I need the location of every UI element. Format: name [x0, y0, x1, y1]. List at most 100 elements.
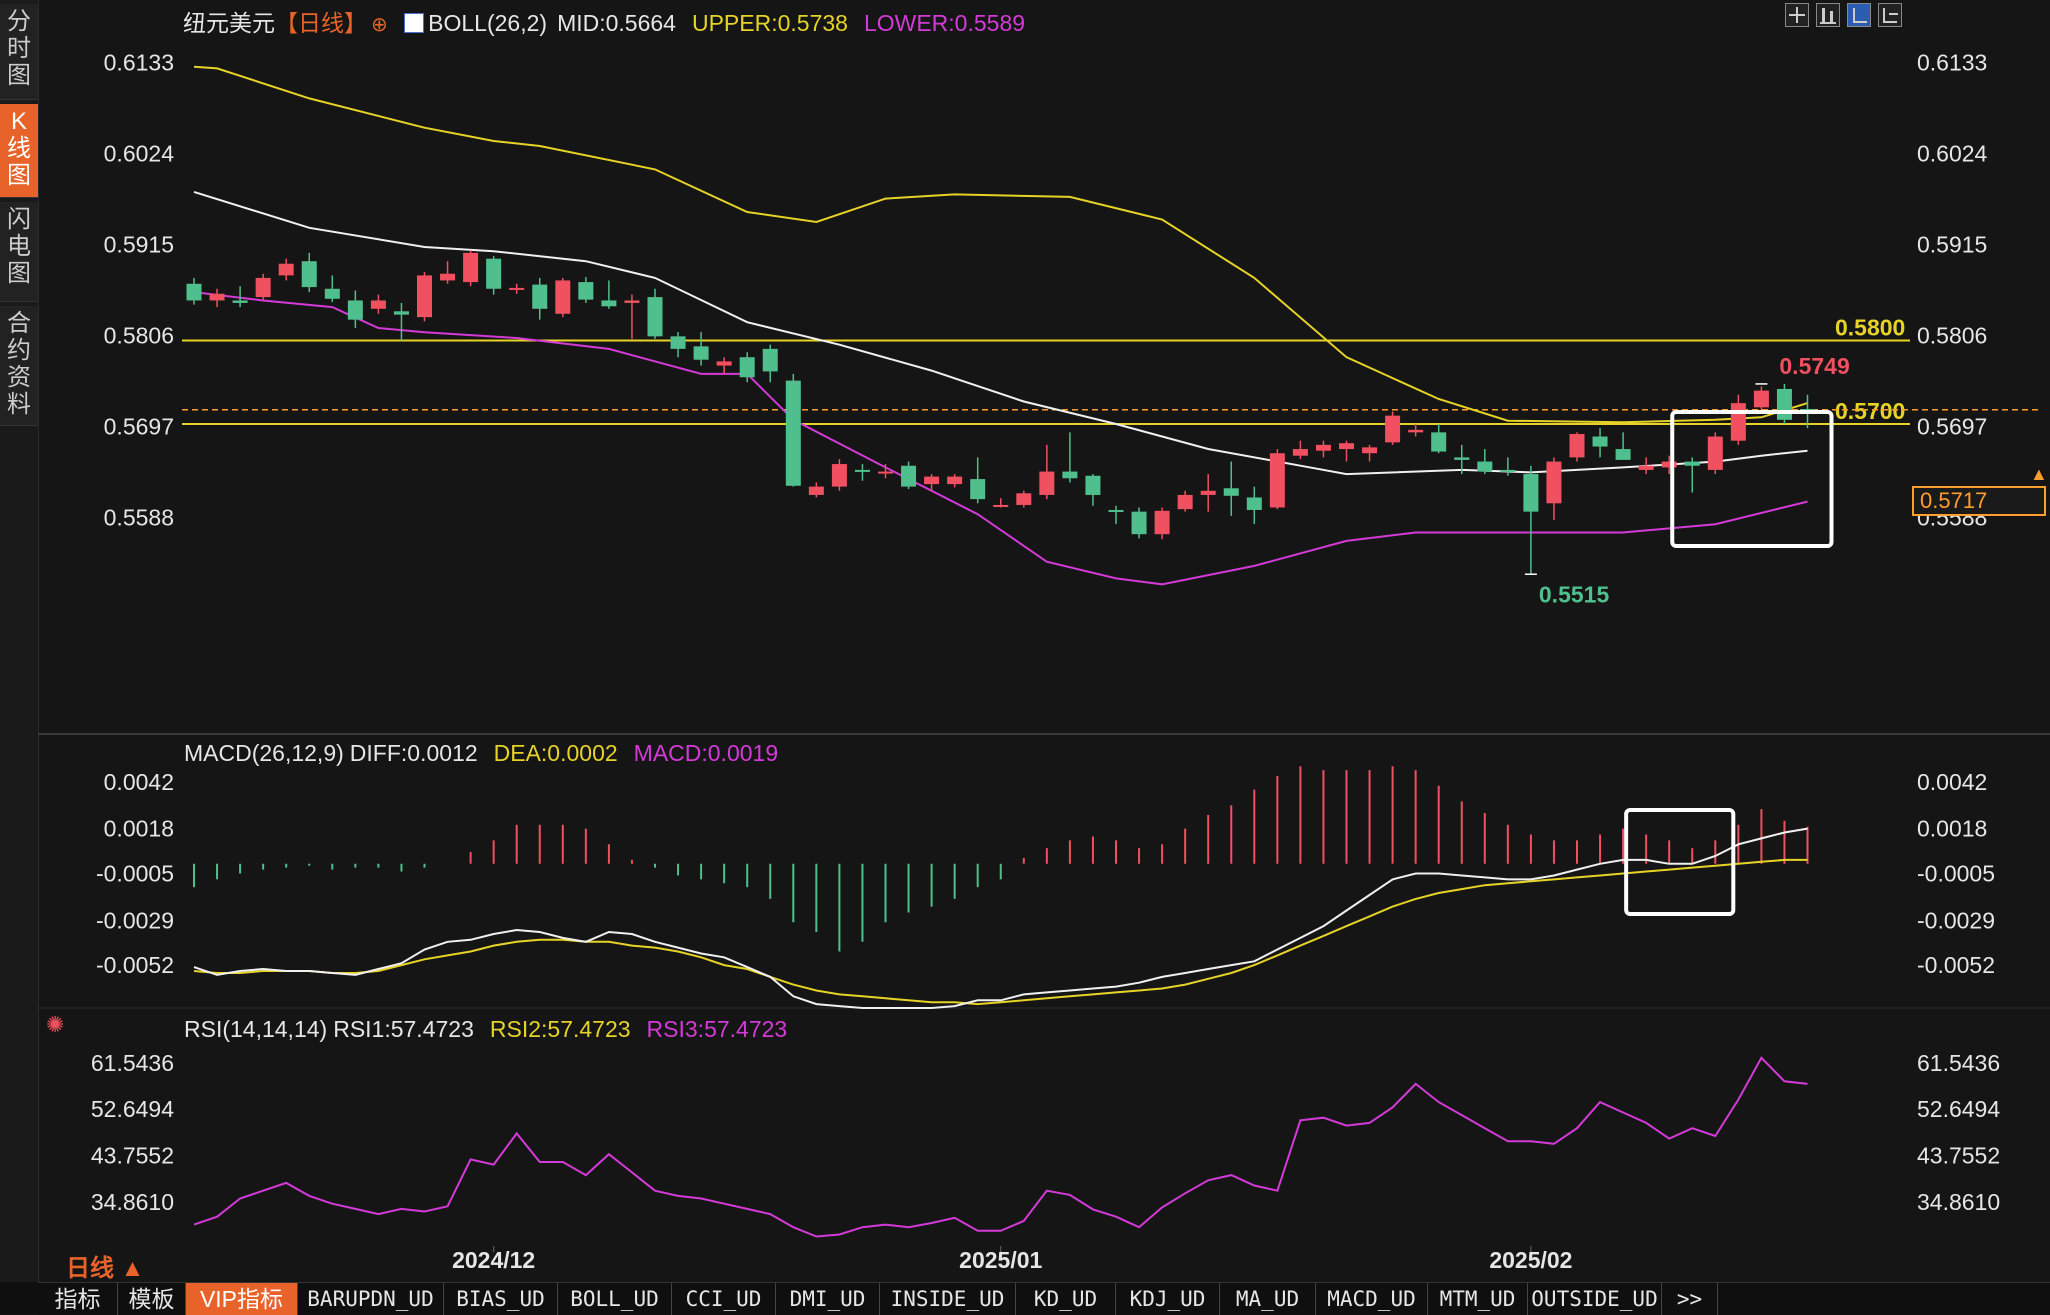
- candle-body: [1223, 488, 1239, 496]
- bottom-tab-5[interactable]: BOLL_UD: [558, 1283, 672, 1315]
- settings-icon[interactable]: ✺: [46, 1012, 65, 1037]
- bottom-tab-3[interactable]: BARUPDN_UD: [298, 1283, 444, 1315]
- extreme-label: 0.5515: [1539, 581, 1610, 607]
- side-tab-0[interactable]: 分时图: [0, 4, 38, 100]
- bottom-tab-6[interactable]: CCI_UD: [672, 1283, 776, 1315]
- side-tab-3[interactable]: 合约资料: [0, 306, 38, 426]
- period-name: 【日线】: [275, 10, 367, 36]
- rsi-y-tick-right: 34.8610: [1917, 1189, 2000, 1215]
- y-tick-right: 0.5915: [1917, 232, 1987, 258]
- bottom-tab-1[interactable]: 模板: [118, 1283, 186, 1315]
- bottom-tab-4[interactable]: BIAS_UD: [444, 1283, 558, 1315]
- candle-body: [532, 284, 548, 309]
- macd-y-tick-right: -0.0052: [1917, 952, 1995, 978]
- candle-body: [1408, 429, 1424, 433]
- rsi-line: [193, 1056, 1808, 1238]
- macd-y-tick-left: -0.0029: [96, 907, 174, 933]
- indicator-icon[interactable]: [404, 13, 425, 33]
- candle-body: [209, 293, 225, 301]
- candle-body: [1131, 511, 1147, 535]
- candle-body: [555, 280, 571, 314]
- candle-body: [255, 277, 271, 298]
- export-icon[interactable]: [1878, 3, 1902, 27]
- candle-body: [417, 275, 432, 318]
- macd-y-tick-right: -0.0029: [1917, 907, 1995, 933]
- bottom-tab-2[interactable]: VIP指标: [186, 1283, 298, 1315]
- y-tick-left: 0.6024: [104, 141, 175, 167]
- macd-diff-line: [193, 827, 1808, 1009]
- boll-name: BOLL(26,2): [428, 10, 548, 36]
- boll-mid-value: MID:0.5664: [557, 10, 676, 36]
- candle-body: [762, 348, 778, 372]
- y-tick-right: 0.5806: [1917, 323, 1987, 349]
- boll-lower-value: LOWER:0.5589: [863, 10, 1026, 36]
- macd-y-tick-right: 0.0042: [1917, 769, 1987, 795]
- candle-body: [578, 282, 594, 300]
- candle-body: [1730, 403, 1746, 441]
- bottom-tab-9[interactable]: KD_UD: [1016, 1283, 1116, 1315]
- candle-body: [1546, 461, 1562, 504]
- current-price-tag: 0.5717: [1912, 486, 2046, 516]
- candle-body: [1315, 444, 1331, 451]
- macd-y-tick-left: 0.0042: [104, 769, 174, 795]
- rsi-y-tick-right: 61.5436: [1917, 1050, 2000, 1076]
- candle-body: [1707, 436, 1723, 470]
- candle-body: [1569, 434, 1585, 458]
- bottom-tab-0[interactable]: 指标: [38, 1283, 118, 1315]
- bottom-tab-12[interactable]: MACD_UD: [1316, 1283, 1428, 1315]
- macd-diff-value: DIFF:0.0012: [349, 740, 478, 766]
- rsi-y-tick-left: 43.7552: [91, 1142, 174, 1168]
- candle-body: [1085, 475, 1101, 495]
- add-icon[interactable]: ⊕: [371, 14, 388, 36]
- line-chart-icon[interactable]: [1847, 3, 1871, 27]
- bottom-tab-7[interactable]: DMI_UD: [776, 1283, 880, 1315]
- boll-upper-line: [193, 65, 1808, 424]
- bottom-tab-15[interactable]: >>: [1662, 1283, 1718, 1315]
- boll-mid-line: [193, 190, 1808, 476]
- rsi-y-tick-left: 52.6494: [91, 1096, 174, 1122]
- bottom-tab-13[interactable]: MTM_UD: [1428, 1283, 1528, 1315]
- bottom-tab-10[interactable]: KDJ_UD: [1116, 1283, 1220, 1315]
- candle-body: [278, 263, 294, 276]
- macd-header: MACD(26,12,9) DIFF:0.0012 DEA:0.0002 MACD:0…: [184, 740, 788, 767]
- bottom-tab-11[interactable]: MA_UD: [1220, 1283, 1316, 1315]
- candle-body: [1385, 415, 1401, 443]
- candle-body: [1523, 474, 1539, 512]
- y-tick-left: 0.6133: [104, 50, 174, 76]
- boll-upper-value: UPPER:0.5738: [691, 10, 848, 36]
- candle-body: [970, 479, 986, 500]
- y-tick-right: 0.5697: [1917, 414, 1987, 440]
- rsi-header: RSI(14,14,14) RSI1:57.4723 RSI2:57.4723 RSI…: [184, 1016, 797, 1043]
- crosshair-icon[interactable]: [1785, 3, 1809, 27]
- candle-icon[interactable]: [1816, 3, 1840, 27]
- rsi-y-tick-left: 34.8610: [91, 1189, 174, 1215]
- candle-body: [1753, 390, 1769, 408]
- macd-highlight-box: [1624, 808, 1736, 916]
- candle-body: [693, 346, 709, 360]
- candle-body: [1661, 461, 1677, 468]
- candle-body: [947, 476, 963, 485]
- candle-body: [1592, 436, 1608, 447]
- candle-body: [808, 486, 824, 495]
- macd-macd-value: MACD:0.0019: [633, 740, 779, 766]
- candle-body: [1500, 469, 1516, 472]
- rsi-y-tick-left: 61.5436: [91, 1050, 174, 1076]
- y-tick-left: 0.5588: [104, 504, 174, 530]
- bottom-tab-8[interactable]: INSIDE_UD: [880, 1283, 1016, 1315]
- highlight-box: [1670, 410, 1834, 548]
- candle-body: [1800, 408, 1815, 411]
- candle-body: [878, 471, 893, 474]
- side-tab-2[interactable]: 闪电图: [0, 202, 38, 302]
- candle-body: [1154, 510, 1170, 535]
- y-tick-right: 0.6024: [1917, 141, 1988, 167]
- period-selector[interactable]: 日线 ▲: [66, 1255, 145, 1282]
- candle-body: [440, 273, 456, 281]
- level-label: 0.5700: [1835, 398, 1905, 424]
- bottom-tab-14[interactable]: OUTSIDE_UD: [1528, 1283, 1662, 1315]
- macd-y-tick-right: 0.0018: [1917, 816, 1987, 842]
- candle-body: [901, 465, 917, 487]
- extreme-label: 0.5749: [1779, 353, 1849, 379]
- macd-name: MACD(26,12,9): [184, 740, 344, 766]
